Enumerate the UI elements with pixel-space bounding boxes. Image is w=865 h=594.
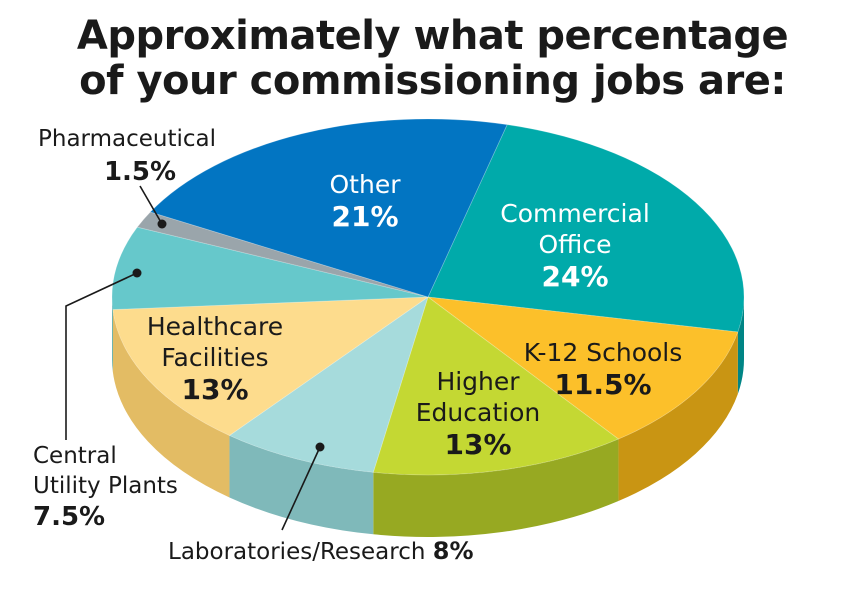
slice-name-0-line-1: Office (539, 230, 612, 259)
slice-name-2-line-0: Higher (436, 367, 520, 396)
pie-side-1 (618, 331, 738, 502)
slice-name-4-line-0: Healthcare (147, 312, 283, 341)
pie-slice-5 (111, 226, 429, 310)
slice-name-0-line-0: Commercial (500, 199, 650, 228)
slice-name-5-line-1: Utility Plants (33, 473, 178, 499)
pie-side-5 (112, 297, 113, 372)
slice-name-5-line-0: Central (33, 443, 117, 469)
pie-slice-1 (426, 296, 739, 440)
leader-line-6 (139, 185, 163, 225)
slice-name-6-line-0: Pharmaceutical (38, 126, 216, 152)
pie-slice-3 (228, 296, 429, 473)
pie-side-4 (112, 309, 230, 498)
pie-slices (111, 118, 745, 476)
pie-side-3 (229, 435, 374, 535)
pie-slice-6 (136, 211, 429, 298)
pie-slice-0 (427, 124, 745, 333)
slice-name-4-line-1: Facilities (161, 343, 268, 372)
slice-name-3: Laboratories/Research (168, 539, 433, 565)
leader-line-5 (65, 272, 138, 440)
pie-slice-4 (112, 296, 430, 436)
slice-value-3: 8% (433, 537, 474, 565)
pie-side-0 (737, 297, 744, 394)
slice-value-6: 1.5% (104, 157, 176, 187)
slice-name-1-line-0: K-12 Schools (524, 338, 683, 367)
slice-value-5: 7.5% (33, 502, 105, 532)
slice-value-2: 13% (444, 428, 511, 461)
leader-lines (65, 185, 325, 531)
leader-dot-5 (132, 268, 142, 278)
pie-slice-7 (149, 118, 508, 298)
leader-dot-6 (157, 219, 167, 229)
chart-title: Approximately what percentage of your co… (0, 14, 865, 104)
slice-value-7: 21% (331, 200, 398, 233)
pie-sides (112, 297, 744, 537)
slice-value-0: 24% (541, 260, 608, 293)
slice-name-2-line-1: Education (416, 398, 540, 427)
slice-value-1: 11.5% (554, 368, 651, 401)
leader-dot-3 (315, 442, 325, 452)
chart-title-line-2: of your commissioning jobs are: (79, 58, 786, 104)
slice-label-3: Laboratories/Research 8% (168, 537, 474, 565)
slice-name-7-line-0: Other (330, 170, 402, 199)
pie-side-2 (373, 439, 619, 537)
leader-line-3 (281, 446, 321, 531)
pie-slice-2 (372, 296, 620, 476)
chart-title-line-1: Approximately what percentage (76, 13, 789, 59)
slice-value-4: 13% (181, 373, 248, 406)
